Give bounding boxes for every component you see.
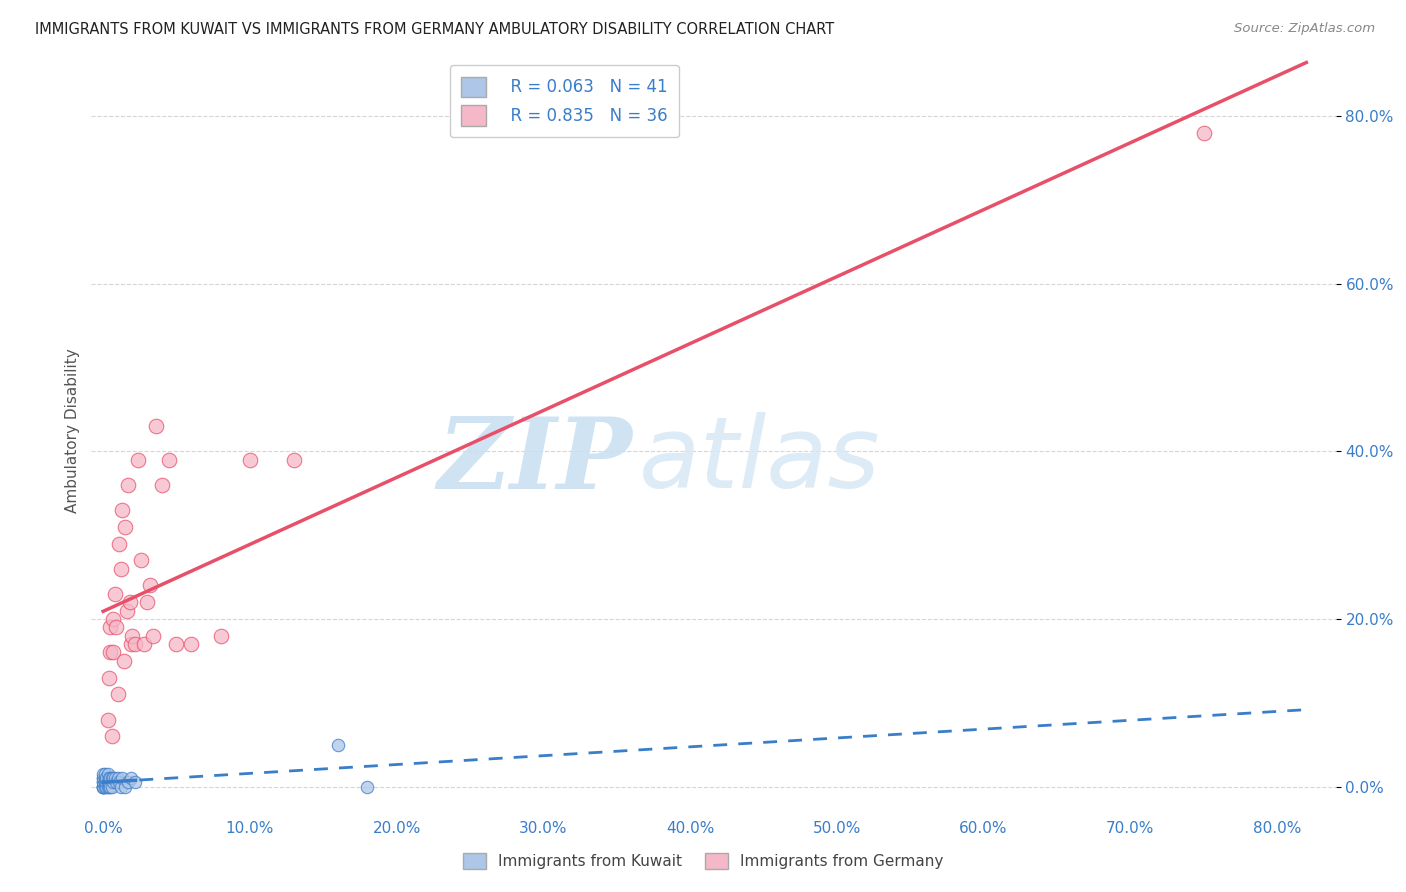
Point — [145, 419, 167, 434]
Point — [98, 671, 121, 685]
Point — [209, 629, 232, 643]
Point — [91, 780, 114, 794]
Text: Source: ZipAtlas.com: Source: ZipAtlas.com — [1234, 22, 1375, 36]
Point — [91, 780, 114, 794]
Point — [103, 645, 125, 659]
Point — [110, 562, 132, 576]
Point — [136, 595, 159, 609]
Point — [91, 780, 114, 794]
Point — [166, 637, 188, 651]
Point — [129, 553, 152, 567]
Point — [115, 604, 138, 618]
Y-axis label: Ambulatory Disability: Ambulatory Disability — [65, 348, 80, 513]
Point — [108, 775, 131, 789]
Point — [98, 775, 121, 789]
Point — [1192, 126, 1215, 140]
Point — [91, 780, 114, 794]
Point — [112, 654, 135, 668]
Point — [108, 536, 131, 550]
Point — [94, 771, 117, 785]
Text: IMMIGRANTS FROM KUWAIT VS IMMIGRANTS FROM GERMANY AMBULATORY DISABILITY CORRELAT: IMMIGRANTS FROM KUWAIT VS IMMIGRANTS FRO… — [35, 22, 834, 37]
Point — [96, 767, 118, 781]
Point — [114, 520, 136, 534]
Point — [104, 587, 127, 601]
Point — [91, 767, 114, 781]
Point — [117, 775, 139, 789]
Point — [91, 780, 114, 794]
Point — [96, 713, 118, 727]
Point — [180, 637, 202, 651]
Point — [105, 775, 128, 789]
Point — [139, 578, 162, 592]
Legend:   R = 0.063   N = 41,   R = 0.835   N = 36: R = 0.063 N = 41, R = 0.835 N = 36 — [450, 65, 679, 137]
Text: atlas: atlas — [638, 412, 880, 509]
Point — [100, 771, 122, 785]
Point — [101, 780, 124, 794]
Point — [326, 738, 349, 752]
Point — [103, 612, 125, 626]
Text: ZIP: ZIP — [437, 413, 633, 509]
Point — [91, 775, 114, 789]
Point — [91, 771, 114, 785]
Point — [105, 620, 128, 634]
Point — [93, 780, 115, 794]
Point — [94, 775, 117, 789]
Point — [91, 775, 114, 789]
Point — [127, 452, 149, 467]
Point — [118, 595, 141, 609]
Point — [100, 780, 122, 794]
Point — [142, 629, 165, 643]
Point — [120, 771, 142, 785]
Point — [96, 780, 118, 794]
Point — [98, 780, 121, 794]
Point — [103, 775, 125, 789]
Point — [283, 452, 305, 467]
Point — [150, 478, 173, 492]
Point — [103, 771, 125, 785]
Point — [91, 771, 114, 785]
Point — [239, 452, 262, 467]
Point — [114, 780, 136, 794]
Point — [101, 729, 124, 743]
Point — [117, 478, 139, 492]
Point — [96, 775, 118, 789]
Point — [107, 771, 129, 785]
Point — [121, 629, 143, 643]
Point — [120, 637, 142, 651]
Point — [100, 620, 122, 634]
Point — [93, 771, 115, 785]
Point — [124, 775, 146, 789]
Legend: Immigrants from Kuwait, Immigrants from Germany: Immigrants from Kuwait, Immigrants from … — [457, 847, 949, 875]
Point — [93, 775, 115, 789]
Point — [98, 771, 121, 785]
Point — [94, 780, 117, 794]
Point — [356, 780, 378, 794]
Point — [93, 767, 115, 781]
Point — [157, 452, 180, 467]
Point — [100, 645, 122, 659]
Point — [134, 637, 156, 651]
Point — [107, 687, 129, 701]
Point — [101, 771, 124, 785]
Point — [124, 637, 146, 651]
Point — [111, 771, 134, 785]
Point — [104, 771, 127, 785]
Point — [110, 780, 132, 794]
Point — [111, 503, 134, 517]
